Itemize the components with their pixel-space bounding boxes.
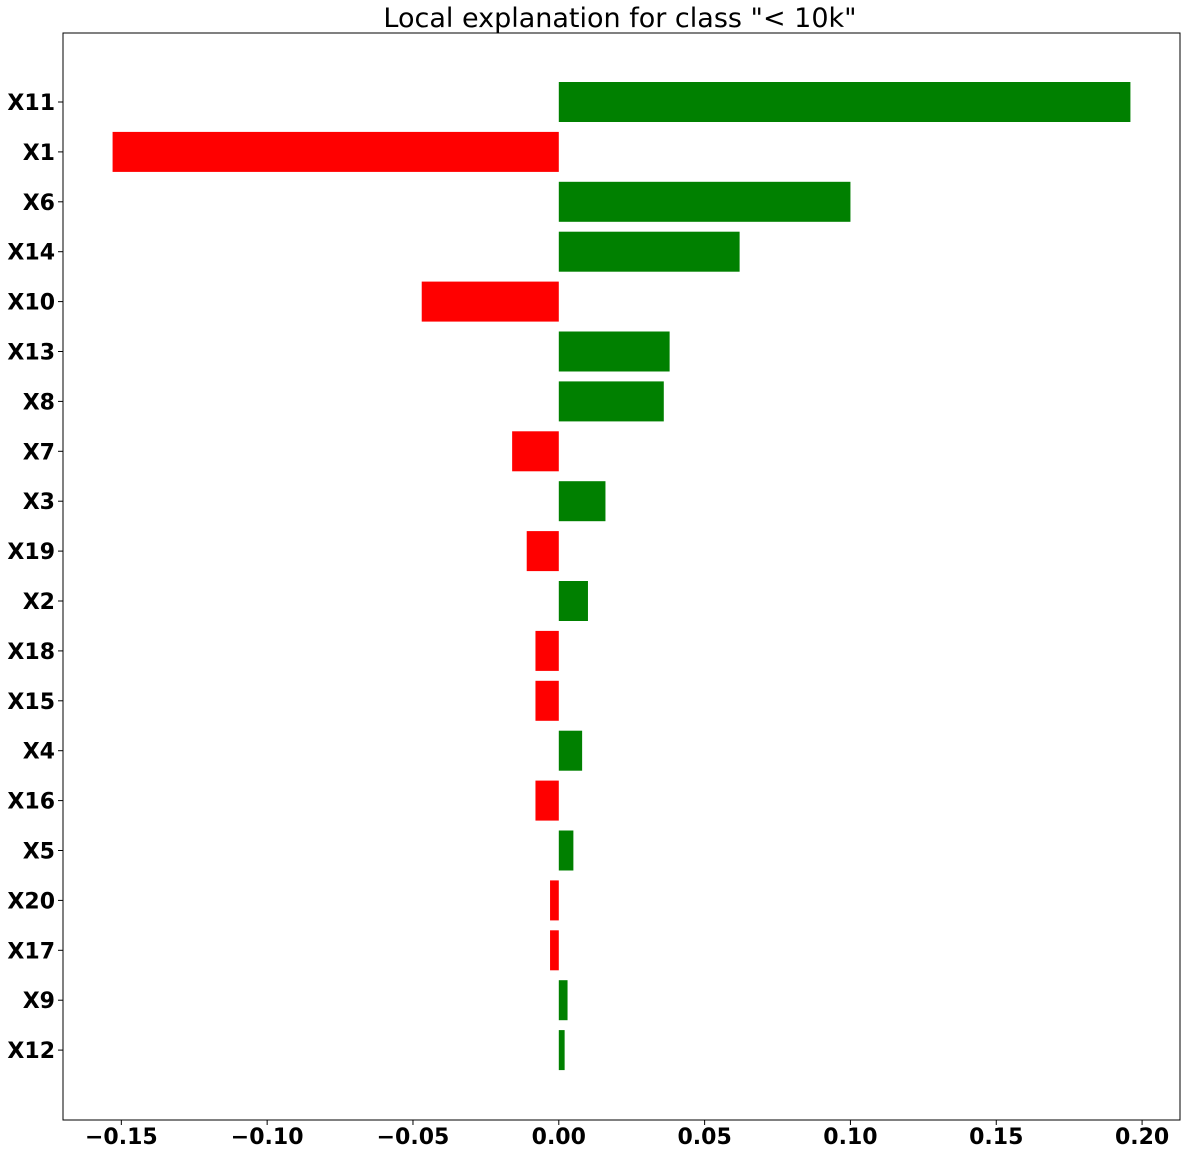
ytick-label: X6: [23, 191, 55, 216]
ytick-label: X2: [23, 590, 55, 615]
ytick-label: X3: [23, 490, 55, 515]
bar-x6: [558, 181, 851, 222]
bar-x17: [550, 930, 559, 971]
ytick-label: X16: [7, 790, 55, 815]
bar-x10: [421, 281, 559, 322]
x-axis: −0.15 −0.10 −0.05 0.00 0.05 0.10 0.15 0.20: [85, 1120, 1169, 1150]
xtick-label: −0.10: [231, 1125, 304, 1150]
ytick-label: X10: [7, 291, 55, 316]
ytick-label: X19: [7, 540, 55, 565]
xtick-label: 0.05: [677, 1125, 731, 1150]
ytick-label: X17: [7, 939, 55, 964]
xtick-label: 0.10: [823, 1125, 877, 1150]
bar-x20: [550, 880, 559, 921]
ytick-label: X15: [7, 690, 55, 715]
chart-title: Local explanation for class "< 10k": [383, 3, 856, 34]
xtick-label: 0.20: [1115, 1125, 1169, 1150]
bar-x1: [112, 131, 559, 172]
bar-x15: [535, 680, 559, 721]
ytick-label: X5: [23, 840, 55, 865]
ytick-label: X13: [7, 341, 55, 366]
bar-x2: [558, 581, 588, 621]
bar-x3: [558, 481, 606, 522]
bar-x18: [535, 630, 559, 671]
bar-x13: [558, 331, 670, 372]
plot-frame: [62, 32, 1181, 1121]
xtick-label: 0.15: [969, 1125, 1023, 1150]
ytick-label: X8: [23, 390, 55, 415]
bar-x16: [535, 780, 559, 821]
xtick-label: −0.15: [85, 1125, 158, 1150]
ytick-label: X4: [23, 740, 55, 765]
bars-layer: [112, 82, 1131, 1071]
bar-x19: [526, 531, 559, 572]
bar-x9: [558, 980, 568, 1021]
ytick-label: X20: [7, 889, 55, 914]
bar-x5: [558, 830, 574, 871]
y-axis: X11 X1 X6 X14 X10 X13 X8 X7 X3 X19 X2 X18 X15 X4 X16 X5…: [7, 91, 63, 1064]
ytick-label: X9: [23, 989, 55, 1014]
bar-x7: [512, 431, 559, 472]
bar-x11: [558, 82, 1131, 122]
bar-x8: [558, 381, 664, 422]
ytick-label: X12: [7, 1039, 55, 1064]
bar-x14: [558, 231, 740, 272]
ytick-label: X14: [7, 241, 55, 266]
bar-x4: [558, 730, 583, 771]
xtick-label: 0.00: [532, 1125, 586, 1150]
bar-x12: [558, 1030, 565, 1071]
ytick-label: X1: [23, 141, 55, 166]
xtick-label: −0.05: [377, 1125, 450, 1150]
ytick-label: X11: [7, 91, 55, 116]
ytick-label: X18: [7, 640, 55, 665]
ytick-label: X7: [23, 440, 55, 465]
